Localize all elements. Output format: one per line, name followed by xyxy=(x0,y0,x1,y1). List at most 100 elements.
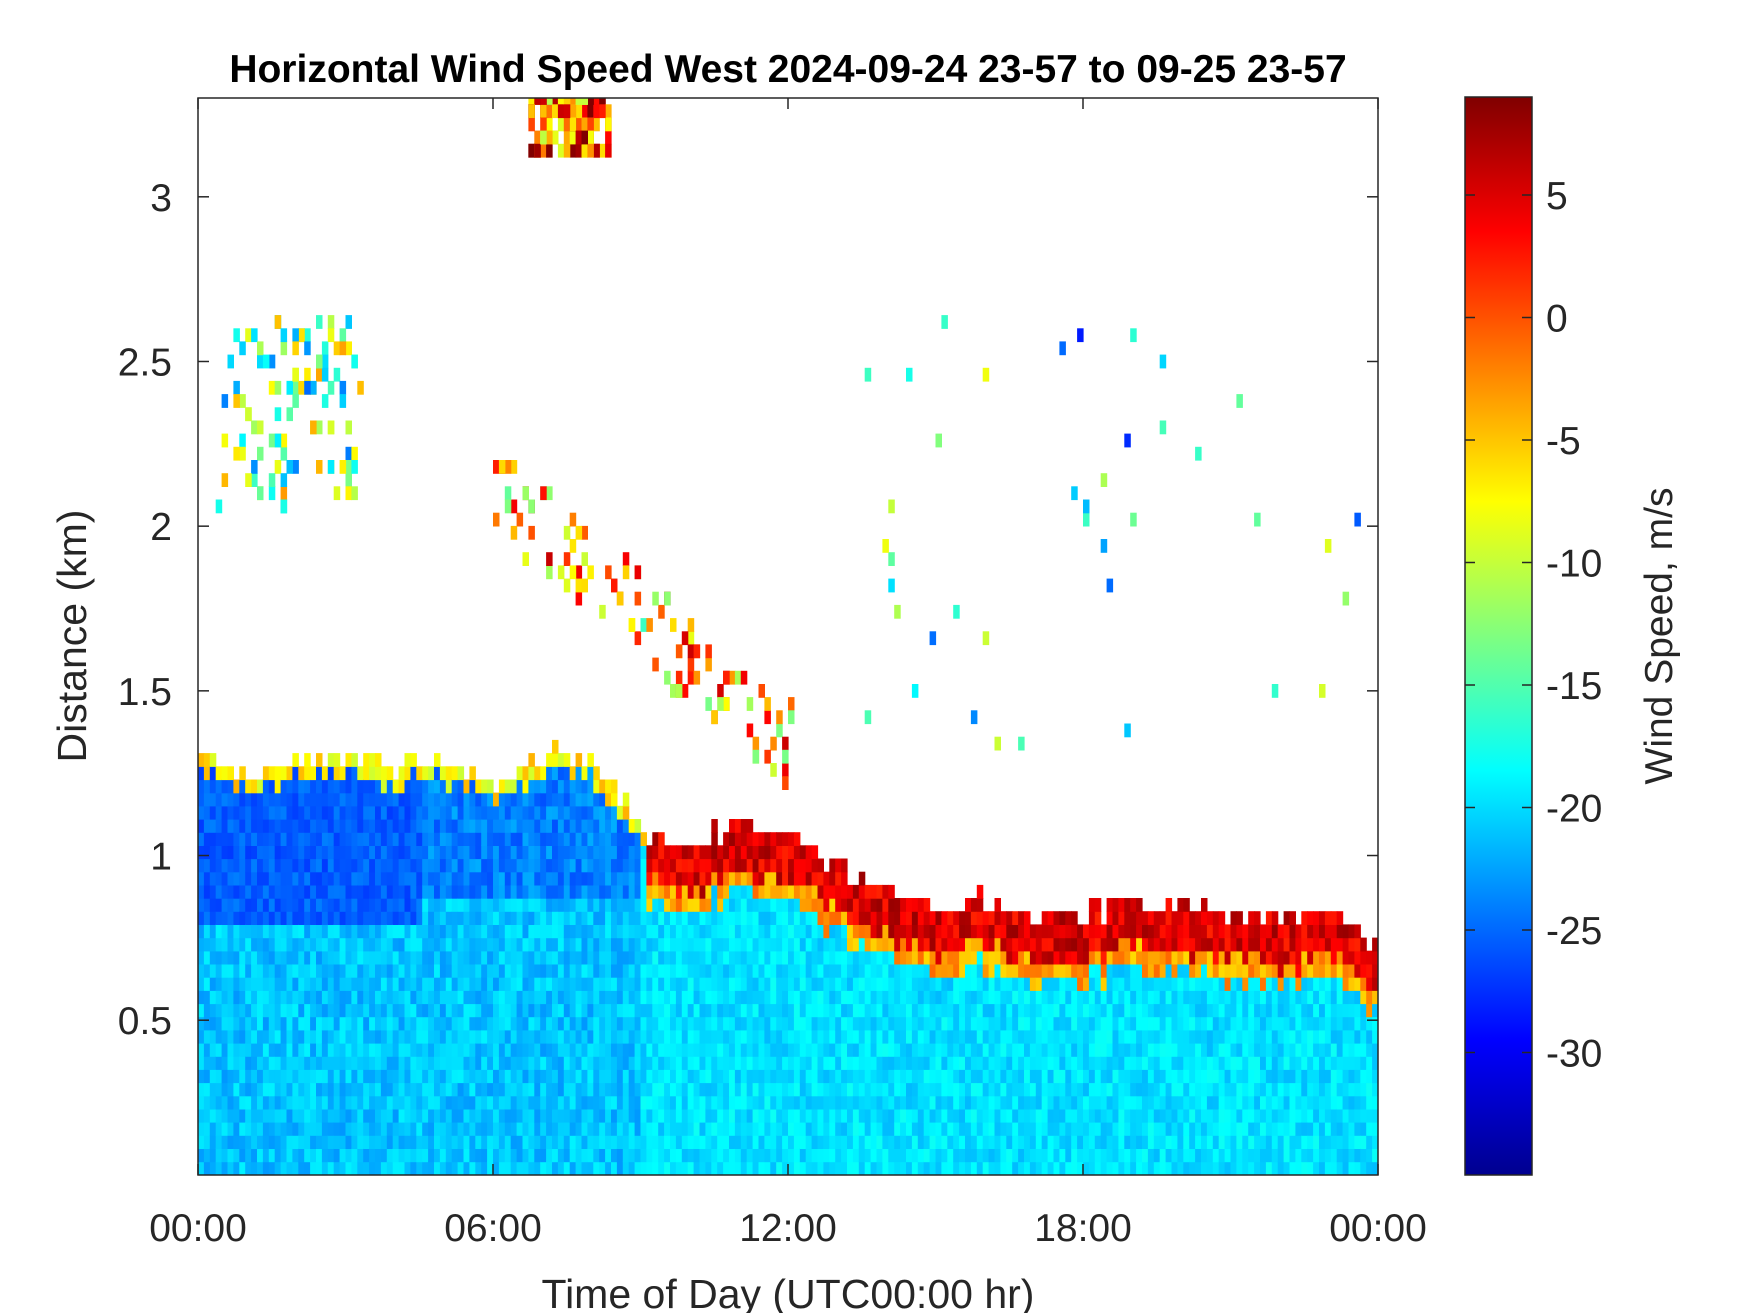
heatmap-cell xyxy=(1000,1016,1007,1031)
heatmap-cell xyxy=(569,858,577,873)
heatmap-cell xyxy=(782,950,789,965)
heatmap-cell xyxy=(734,937,742,952)
heatmap-cell xyxy=(475,950,482,965)
heatmap-cell xyxy=(805,1122,813,1136)
heatmap-cell xyxy=(1342,963,1350,978)
heatmap-cell xyxy=(988,1082,996,1097)
heatmap-cell xyxy=(257,924,264,939)
heatmap-cell xyxy=(1124,1135,1131,1149)
heatmap-cell xyxy=(976,1029,984,1044)
heatmap-cell xyxy=(1307,1043,1314,1057)
heatmap-cell xyxy=(746,1135,754,1149)
heatmap-cell xyxy=(1283,1108,1291,1123)
heatmap-cell xyxy=(646,1148,653,1163)
heatmap-cell xyxy=(327,1135,335,1149)
heatmap-cell xyxy=(723,977,730,991)
heatmap-cell xyxy=(693,963,701,978)
heatmap-cell xyxy=(776,1108,783,1123)
heatmap-cell xyxy=(906,1069,913,1084)
heatmap-cell xyxy=(274,1122,282,1136)
heatmap-cell xyxy=(392,977,400,991)
heatmap-cell xyxy=(622,858,630,873)
heatmap-cell xyxy=(1112,924,1119,939)
heatmap-cell xyxy=(534,1043,541,1057)
heatmap-cell xyxy=(575,911,583,925)
heatmap-cell xyxy=(245,1069,252,1084)
heatmap-cell xyxy=(1206,1095,1214,1110)
heatmap-cell xyxy=(310,990,317,1005)
heatmap-cell xyxy=(1283,1056,1291,1070)
heatmap-cell xyxy=(723,924,730,939)
heatmap-cell xyxy=(1029,1029,1037,1044)
heatmap-cell xyxy=(569,1069,577,1084)
heatmap-cell xyxy=(1277,990,1285,1005)
heatmap-cell xyxy=(1206,977,1214,991)
heatmap-cell xyxy=(1047,1003,1055,1018)
heatmap-cell xyxy=(345,753,352,767)
heatmap-cell xyxy=(445,1016,453,1031)
heatmap-cell xyxy=(1065,1161,1072,1175)
heatmap-cell xyxy=(1130,1122,1137,1136)
heatmap-cell xyxy=(1254,1108,1261,1123)
heatmap-cell xyxy=(327,1069,335,1084)
heatmap-cell xyxy=(640,1161,647,1175)
heatmap-cell xyxy=(805,950,813,965)
heatmap-cell xyxy=(1360,1029,1367,1044)
heatmap-cell xyxy=(257,911,264,925)
heatmap-cell xyxy=(1029,1108,1037,1123)
heatmap-cell xyxy=(375,911,382,925)
heatmap-cell xyxy=(888,1148,895,1163)
heatmap-cell xyxy=(793,1069,801,1084)
heatmap-cell xyxy=(487,1161,494,1175)
heatmap-cell xyxy=(1265,963,1273,978)
heatmap-cell xyxy=(1006,1161,1013,1175)
heatmap-cell xyxy=(734,845,742,860)
heatmap-cell xyxy=(487,963,494,978)
heatmap-cell xyxy=(581,779,588,794)
heatmap-cell xyxy=(929,1056,937,1070)
heatmap-cell xyxy=(552,1029,559,1044)
heatmap-cell xyxy=(463,1082,470,1097)
heatmap-cell xyxy=(262,1135,270,1149)
heatmap-cell xyxy=(239,1148,246,1163)
heatmap-cell xyxy=(670,1135,677,1149)
heatmap-cell xyxy=(1265,1161,1273,1175)
heatmap-cell xyxy=(369,805,376,820)
heatmap-cell xyxy=(593,871,600,886)
heatmap-cell xyxy=(534,911,541,925)
heatmap-cell xyxy=(959,963,966,978)
heatmap-cell xyxy=(1319,911,1326,925)
heatmap-cell xyxy=(493,937,500,952)
heatmap-cell xyxy=(198,1108,205,1123)
heatmap-cell xyxy=(829,963,836,978)
heatmap-cell xyxy=(965,1161,972,1175)
heatmap-cell xyxy=(782,1082,789,1097)
heatmap-cell xyxy=(1130,1043,1137,1057)
heatmap-cell xyxy=(569,1056,577,1070)
heatmap-cell xyxy=(262,805,270,820)
heatmap-cell xyxy=(469,845,476,860)
heatmap-cell xyxy=(398,779,406,794)
heatmap-cell xyxy=(1106,937,1114,952)
heatmap-cell xyxy=(215,871,223,886)
heatmap-cell xyxy=(652,1122,659,1136)
heatmap-cell xyxy=(1088,990,1096,1005)
heatmap-cell xyxy=(292,1043,299,1057)
heatmap-cell xyxy=(1071,1095,1078,1110)
heatmap-cell xyxy=(1035,977,1043,991)
heatmap-cell xyxy=(345,766,352,781)
heatmap-cell xyxy=(847,977,854,991)
heatmap-cell xyxy=(1035,1016,1043,1031)
heatmap-cell xyxy=(734,963,742,978)
heatmap-cell xyxy=(422,911,429,925)
heatmap-cell xyxy=(569,911,577,925)
heatmap-cell xyxy=(510,1056,518,1070)
heatmap-cell xyxy=(286,845,293,860)
heatmap-cell xyxy=(280,805,288,820)
heatmap-cell xyxy=(900,1122,907,1136)
heatmap-cell xyxy=(811,937,819,952)
heatmap-cell xyxy=(1342,1003,1350,1018)
heatmap-cell xyxy=(522,1148,529,1163)
heatmap-cell xyxy=(1301,1082,1308,1097)
heatmap-cell xyxy=(1260,977,1267,991)
